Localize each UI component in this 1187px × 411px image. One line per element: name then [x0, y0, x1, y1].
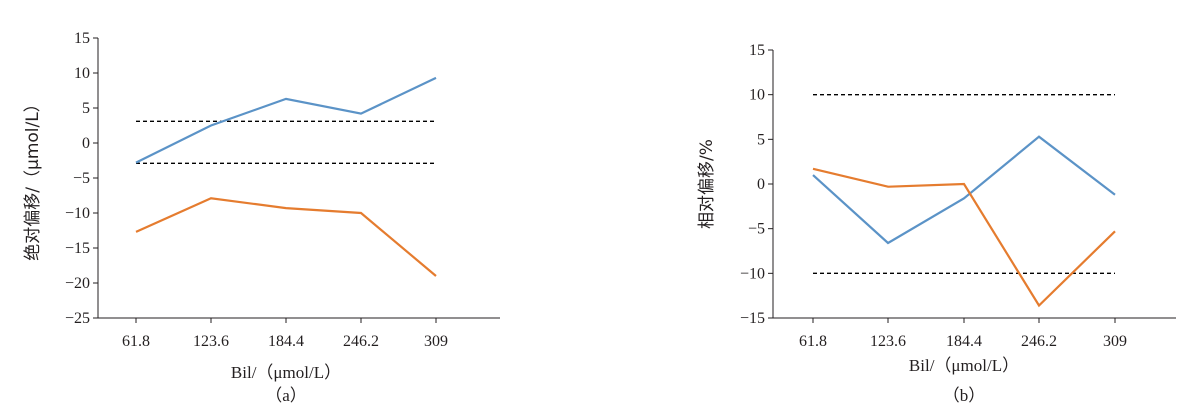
- y-tick-label: −10: [65, 205, 90, 222]
- y-tick-label: −15: [740, 310, 765, 327]
- y-tick-label: −5: [748, 221, 765, 238]
- y-tick-label: −20: [65, 275, 90, 292]
- x-axis-label: Bil/（μmol/L）: [231, 363, 341, 382]
- y-tick-label: 10: [74, 65, 90, 82]
- x-tick-label: 123.6: [870, 333, 906, 350]
- series-2-line: [812, 167, 1116, 308]
- y-tick-label: 5: [757, 131, 765, 148]
- y-tick-label: −10: [740, 265, 765, 282]
- y-tick-label: 0: [82, 135, 90, 152]
- x-tick-label: 184.4: [946, 333, 982, 350]
- series-1-line: [135, 76, 437, 164]
- x-tick-label: 61.8: [799, 333, 827, 350]
- y-tick-label: −5: [73, 170, 90, 187]
- series-1-line: [812, 135, 1116, 245]
- y-tick-label: 0: [757, 176, 765, 193]
- y-tick-label: 5: [82, 100, 90, 117]
- series-2-line: [135, 197, 437, 277]
- panel-label: （b）: [943, 386, 986, 405]
- x-axis-label: Bil/（μmol/L）: [909, 356, 1019, 375]
- y-tick-label: 15: [74, 30, 90, 47]
- x-tick-label: 246.2: [343, 333, 379, 350]
- y-tick-label: 10: [749, 87, 765, 104]
- y-tick-label: −15: [65, 240, 90, 257]
- y-tick-label: 15: [749, 42, 765, 59]
- chart-panel-a: 15 10 5 0 −5 −10 −15 −20 −25 61.8 123.6 184.4 246.2 3…: [23, 30, 500, 405]
- y-axis-label: 绝对偏移/（μmol/L）: [23, 95, 43, 260]
- x-tick-label: 184.4: [268, 333, 304, 350]
- x-tick-label: 309: [1103, 333, 1127, 350]
- y-axis-label: 相对偏移/%: [697, 139, 717, 229]
- x-tick-label: 61.8: [122, 333, 150, 350]
- chart-panel-b: 15 10 5 0 −5 −10 −15 61.8 123.6 184.4 246.2 309 相对偏移…: [697, 42, 1176, 405]
- y-tick-label: −25: [65, 310, 90, 327]
- panel-label: （a）: [265, 386, 307, 405]
- x-tick-label: 309: [424, 333, 448, 350]
- x-tick-label: 123.6: [193, 333, 229, 350]
- x-tick-label: 246.2: [1021, 333, 1057, 350]
